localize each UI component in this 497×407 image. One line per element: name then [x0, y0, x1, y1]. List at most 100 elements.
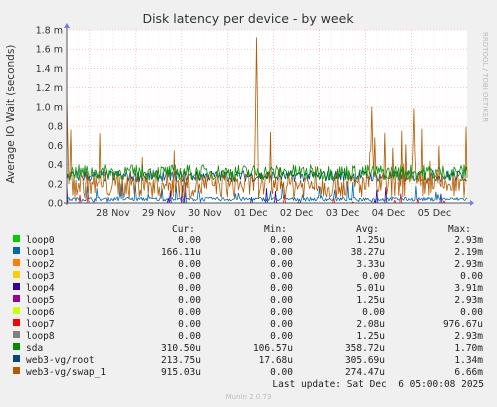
series-line-sda [66, 164, 468, 181]
legend-max: 2.93m [454, 295, 483, 306]
legend-avg: 3.33u [356, 259, 385, 270]
header-min: Min: [264, 224, 287, 235]
y-tick-label: 0.6 [48, 141, 63, 152]
legend-min: 0.00 [270, 331, 293, 342]
legend-row: web3-vg/root 213.75u 17.68u 305.69u 1.34m [0, 355, 497, 367]
legend-swatch [13, 343, 20, 350]
legend-min: 0.00 [270, 247, 293, 258]
legend-name: loop6 [26, 307, 55, 318]
legend-name: loop2 [26, 259, 55, 270]
legend-max: 3.91m [454, 283, 483, 294]
y-tick-label: 0.8 [48, 122, 63, 133]
series-line-loop1 [66, 181, 468, 203]
legend-max: 2.93m [454, 235, 483, 246]
legend-max: 1.70m [454, 343, 483, 354]
legend-swatch [13, 259, 20, 266]
legend-min: 0.00 [270, 283, 293, 294]
legend-avg: 274.47u [344, 367, 385, 378]
legend-swatch [13, 367, 20, 374]
legend-avg: 5.01u [356, 283, 385, 294]
legend-min: 17.68u [258, 355, 293, 366]
legend-cur: 0.00 [178, 283, 201, 294]
legend-row: loop7 0.00 0.00 2.08u 976.67u [0, 319, 497, 331]
legend-min: 0.00 [270, 307, 293, 318]
legend-name: loop3 [26, 271, 55, 282]
legend-max: 0.00 [460, 307, 483, 318]
legend-row: loop1 166.11u 0.00 38.27u 2.19m [0, 247, 497, 259]
axis-ticks: 0.0 0.2 0.4 0.6 0.8 1.0 m 1.2 m 1.4 m 1.6 m 1.8 m… [36, 26, 452, 220]
x-tick-label: 05 Dec [418, 208, 452, 219]
legend-avg: 358.72u [344, 343, 385, 354]
legend-swatch [13, 283, 20, 290]
header-max: Max: [448, 224, 471, 235]
x-tick-label: 04 Dec [372, 208, 406, 219]
legend-min: 0.00 [270, 319, 293, 330]
legend-swatch [13, 355, 20, 362]
legend-name: loop0 [26, 235, 55, 246]
legend-swatch [13, 271, 20, 278]
y-tick-label: 0.4 [48, 160, 63, 171]
chart-title: Disk latency per device - by week [142, 11, 354, 26]
legend-min: 0.00 [270, 295, 293, 306]
legend-name: loop7 [26, 319, 55, 330]
legend-row: sda 310.50u 106.57u 358.72u 1.70m [0, 343, 497, 355]
legend-row: loop4 0.00 0.00 5.01u 3.91m [0, 283, 497, 295]
legend-avg: 2.08u [356, 319, 385, 330]
legend-max: 2.19m [454, 247, 483, 258]
y-axis-label: Average IO Wait (seconds) [5, 45, 17, 184]
legend-row: loop2 0.00 0.00 3.33u 2.93m [0, 259, 497, 271]
x-axis-arrow [470, 200, 474, 206]
legend-cur: 0.00 [178, 235, 201, 246]
legend-avg: 305.69u [344, 355, 385, 366]
legend-cur: 310.50u [160, 343, 201, 354]
legend-min: 0.00 [270, 259, 293, 270]
legend-row: loop8 0.00 0.00 1.25u 2.93m [0, 331, 497, 343]
legend-row: web3-vg/swap_1 915.03u 0.00 274.47u 6.66m [0, 367, 497, 379]
legend-swatch [13, 247, 20, 254]
legend-max: 976.67u [442, 319, 483, 330]
legend-row: loop0 0.00 0.00 1.25u 2.93m [0, 235, 497, 247]
legend-avg: 38.27u [350, 247, 385, 258]
y-axis-arrow [64, 23, 70, 28]
x-tick-label: 29 Nov [142, 208, 176, 219]
x-tick-label: 28 Nov [96, 208, 130, 219]
legend-min: 106.57u [252, 343, 293, 354]
legend-name: loop8 [26, 331, 55, 342]
legend-max: 1.34m [454, 355, 483, 366]
legend-max: 2.93m [454, 259, 483, 270]
legend-min: 0.00 [270, 235, 293, 246]
legend-avg: 0.00 [362, 271, 385, 282]
legend-cur: 0.00 [178, 271, 201, 282]
legend-row: loop6 0.00 0.00 0.00 0.00 [0, 307, 497, 319]
legend-min: 0.00 [270, 367, 293, 378]
legend-swatch [13, 307, 20, 314]
legend-avg: 1.25u [356, 295, 385, 306]
legend-cur: 0.00 [178, 259, 201, 270]
legend-swatch [13, 331, 20, 338]
y-tick-label: 1.4 m [36, 64, 63, 75]
y-tick-label: 1.0 m [36, 102, 63, 113]
legend-row: loop5 0.00 0.00 1.25u 2.93m [0, 295, 497, 307]
legend-name: loop1 [26, 247, 55, 258]
x-tick-label: 03 Dec [326, 208, 360, 219]
legend-max: 0.00 [460, 271, 483, 282]
legend-avg: 1.25u [356, 235, 385, 246]
legend-name: sda [26, 343, 44, 354]
legend-avg: 0.00 [362, 307, 385, 318]
x-tick-label: 02 Dec [280, 208, 314, 219]
y-tick-label: 0.0 [48, 199, 63, 210]
last-update: Last update: Sat Dec 6 05:00:08 2025 [272, 379, 484, 390]
legend-cur: 166.11u [160, 247, 201, 258]
rrdtool-credit: RRDTOOL / TOBI OETIKER [481, 32, 489, 122]
legend-swatch [13, 235, 20, 242]
legend-min: 0.00 [270, 271, 293, 282]
legend-cur: 0.00 [178, 319, 201, 330]
y-tick-label: 1.8 m [36, 26, 63, 37]
y-tick-label: 0.2 [48, 179, 63, 190]
legend-row: loop3 0.00 0.00 0.00 0.00 [0, 271, 497, 283]
legend-max: 2.93m [454, 331, 483, 342]
y-tick-label: 1.6 m [36, 45, 63, 56]
legend-cur: 0.00 [178, 331, 201, 342]
header-cur: Cur: [172, 224, 195, 235]
y-tick-label: 1.2 m [36, 83, 63, 94]
